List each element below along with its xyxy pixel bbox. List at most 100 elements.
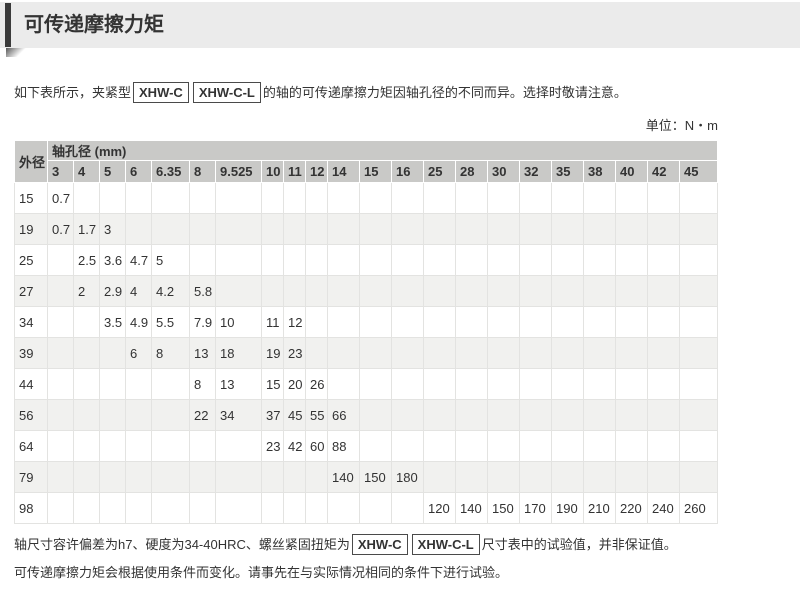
- torque-value-cell: [678, 399, 719, 431]
- torque-value-cell: [359, 244, 392, 276]
- torque-value-cell: [391, 492, 424, 524]
- torque-value-cell: 3.5: [99, 306, 126, 338]
- torque-value-cell: [327, 244, 360, 276]
- torque-value-cell: [73, 399, 100, 431]
- bore-header-cell: 9.525: [215, 160, 262, 183]
- torque-value-cell: 4.9: [125, 306, 152, 338]
- torque-value-cell: [551, 430, 584, 462]
- torque-value-cell: [305, 461, 328, 493]
- torque-value-cell: [455, 399, 488, 431]
- table-row: 25 2.5 3.6 4.7 5: [14, 244, 719, 276]
- torque-value-cell: [455, 430, 488, 462]
- torque-value-cell: 190: [551, 492, 584, 524]
- torque-value-cell: 11: [261, 306, 284, 338]
- torque-value-cell: [455, 275, 488, 307]
- torque-value-cell: 5.8: [189, 275, 216, 307]
- torque-value-cell: [151, 368, 190, 400]
- torque-value-cell: [423, 337, 456, 369]
- torque-value-cell: [551, 182, 584, 214]
- torque-value-cell: [678, 306, 719, 338]
- torque-value-cell: 19: [261, 337, 284, 369]
- note-tag-xhw-c-l: XHW-C-L: [411, 534, 480, 555]
- torque-value-cell: [99, 182, 126, 214]
- bore-header-cell: 28: [455, 160, 488, 183]
- torque-value-cell: [487, 182, 520, 214]
- torque-value-cell: [678, 430, 719, 462]
- torque-value-cell: [391, 306, 424, 338]
- torque-value-cell: 4.2: [151, 275, 190, 307]
- torque-value-cell: [551, 399, 584, 431]
- torque-value-cell: [455, 213, 488, 245]
- torque-value-cell: [583, 430, 616, 462]
- torque-value-cell: 7.9: [189, 306, 216, 338]
- torque-value-cell: [359, 337, 392, 369]
- bore-header-cell: 6.35: [151, 160, 190, 183]
- torque-value-cell: [327, 306, 360, 338]
- torque-value-cell: [487, 244, 520, 276]
- content-area: 如下表所示，夹紧型 XHW-C XHW-C-L 的轴的可传递摩擦力矩因轴孔径的不同而异…: [14, 81, 719, 584]
- torque-value-cell: 10: [215, 306, 262, 338]
- torque-value-cell: [647, 399, 680, 431]
- unit-label: 单位：N・m: [645, 118, 718, 133]
- torque-value-cell: [647, 275, 680, 307]
- outer-diameter-cell: 79: [14, 461, 48, 493]
- torque-value-cell: [283, 244, 306, 276]
- torque-value-cell: [261, 492, 284, 524]
- torque-value-cell: 240: [647, 492, 680, 524]
- torque-value-cell: [359, 492, 392, 524]
- table-row: 27 2 2.9 4 4.2 5.8: [14, 275, 719, 307]
- torque-value-cell: 42: [283, 430, 306, 462]
- torque-value-cell: [73, 430, 100, 462]
- torque-value-cell: [551, 368, 584, 400]
- torque-value-cell: [73, 182, 100, 214]
- torque-value-cell: [215, 182, 262, 214]
- table-row: 19 0.7 1.7 3: [14, 213, 719, 245]
- torque-value-cell: [73, 461, 100, 493]
- torque-value-cell: [551, 337, 584, 369]
- corner-header-cell: 外径: [14, 140, 48, 183]
- bore-header-cell: 32: [519, 160, 552, 183]
- torque-value-cell: [327, 213, 360, 245]
- torque-value-cell: 2: [73, 275, 100, 307]
- torque-value-cell: [125, 461, 152, 493]
- torque-value-cell: 180: [391, 461, 424, 493]
- torque-value-cell: [359, 213, 392, 245]
- bore-header-cell: 25: [423, 160, 456, 183]
- table-row: 79 140 150 180: [14, 461, 719, 493]
- torque-value-cell: [615, 182, 648, 214]
- torque-value-cell: [283, 213, 306, 245]
- torque-value-cell: [359, 430, 392, 462]
- torque-value-cell: 88: [327, 430, 360, 462]
- torque-value-cell: [583, 275, 616, 307]
- torque-value-cell: [615, 461, 648, 493]
- torque-value-cell: [487, 461, 520, 493]
- table-row: 39 6 8 13 18 19 23: [14, 337, 719, 369]
- bore-header-cell: 8: [189, 160, 216, 183]
- torque-value-cell: [678, 275, 719, 307]
- torque-value-cell: [47, 337, 74, 369]
- torque-value-cell: [615, 368, 648, 400]
- bore-header-cell: 38: [583, 160, 616, 183]
- torque-value-cell: [125, 430, 152, 462]
- torque-value-cell: [151, 430, 190, 462]
- bore-header-cell: 14: [327, 160, 360, 183]
- header-row-bores: 3 4 5 6 6.35 8 9.525 10 11 12 14 15 16 25 28 30 32 35 38 40…: [15, 160, 719, 183]
- torque-value-cell: [99, 430, 126, 462]
- table-row: 64 23 42 60 88: [14, 430, 719, 462]
- torque-value-cell: [391, 244, 424, 276]
- torque-value-cell: [125, 213, 152, 245]
- torque-value-cell: 3.6: [99, 244, 126, 276]
- torque-value-cell: 6: [125, 337, 152, 369]
- torque-value-cell: [151, 213, 190, 245]
- torque-value-cell: [583, 399, 616, 431]
- torque-value-cell: [391, 182, 424, 214]
- torque-value-cell: [583, 337, 616, 369]
- note-line-1: 轴尺寸容许偏差为h7、硬度为34-40HRC、螺丝紧固扭矩为 XHW-C XHW-C…: [14, 533, 718, 556]
- bore-header-cell: 5: [99, 160, 126, 183]
- torque-value-cell: [125, 368, 152, 400]
- torque-value-cell: 5: [151, 244, 190, 276]
- torque-value-cell: [261, 275, 284, 307]
- torque-value-cell: [551, 461, 584, 493]
- torque-value-cell: 150: [359, 461, 392, 493]
- torque-value-cell: [125, 399, 152, 431]
